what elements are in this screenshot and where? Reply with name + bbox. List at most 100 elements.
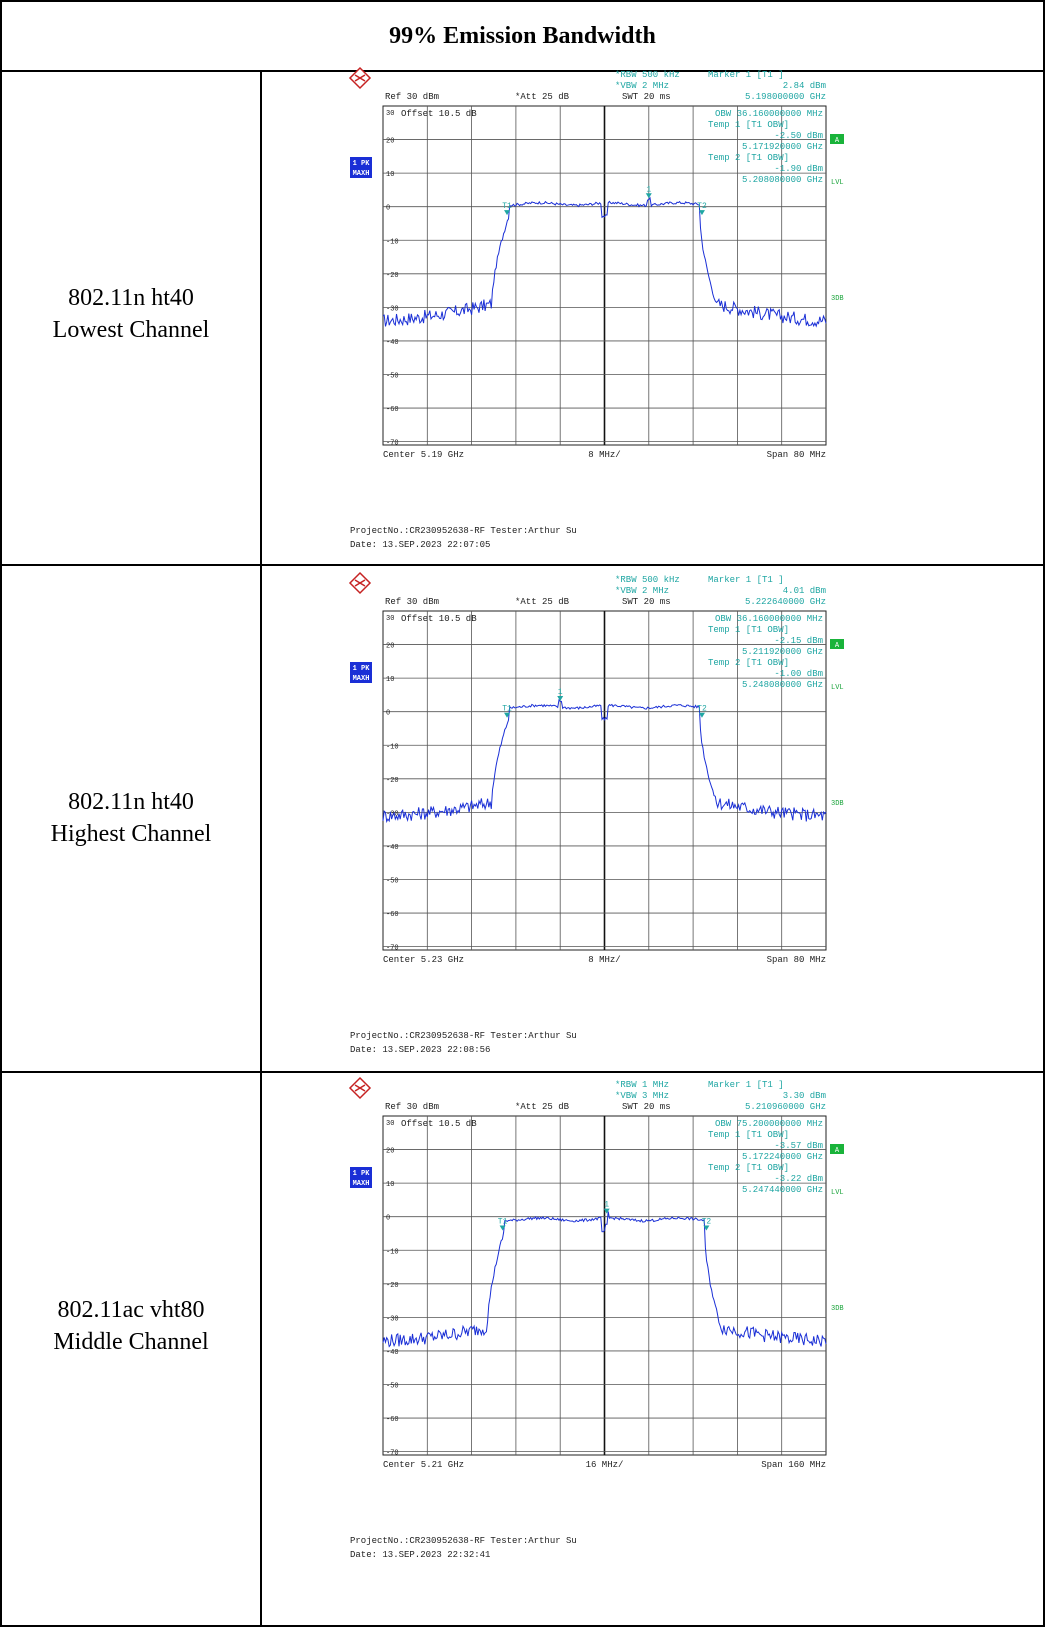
obw-label: OBW 75.200000000 MHz [715,1119,823,1129]
y-tick-label: 30 [386,1120,394,1128]
temp2-freq: 5.248080000 GHz [742,680,823,690]
marker-t2-label: T2 [702,1217,712,1226]
temp2-level: -1.00 dBm [774,669,823,679]
marker-t2-label: T2 [697,705,707,714]
temp2-freq: 5.208080000 GHz [742,175,823,185]
temp1-freq: 5.172240000 GHz [742,1152,823,1162]
swt-label: SWT 20 ms [622,1102,671,1112]
y-tick-label: -10 [386,743,399,751]
temp1-level: -3.57 dBm [774,1141,823,1151]
marker-1-label: 1 [558,688,563,697]
y-tick-label: -10 [386,238,399,246]
marker-level: 4.01 dBm [783,586,826,596]
spectrum-screenshot-1: *RBW 500 kHz *VBW 2 MHz SWT 20 ms Ref 30 dB… [348,66,880,568]
maxhold-tag: MAXH [353,675,370,683]
temp1-freq: 5.171920000 GHz [742,142,823,152]
trace-number-tag: 1 PK [353,1170,371,1178]
obw-label: OBW 36.160000000 MHz [715,614,823,624]
y-tick-label: -20 [386,272,399,280]
row-label-2: 802.11n ht40 Highest Channel [2,786,260,850]
y-tick-label: 10 [386,1181,394,1189]
a-tag [830,134,844,144]
y-tick-label: -40 [386,1349,399,1357]
y-tick-label: -20 [386,1282,399,1290]
marker-t1: T1 [502,705,512,718]
marker-t2-label: T2 [697,202,707,211]
center-freq-label: Center 5.19 GHz [383,450,464,460]
y-tick-label: -20 [386,777,399,785]
center-freq-label: Center 5.21 GHz [383,1460,464,1470]
mode-label: 802.11n ht40 [68,789,194,815]
marker-title: Marker 1 [T1 ] [708,575,784,585]
temp1-freq: 5.211920000 GHz [742,647,823,657]
y-tick-label: -70 [386,1450,399,1458]
spectrum-trace [382,196,827,328]
center-freq-label: Center 5.23 GHz [383,955,464,965]
trace-mode-tag: 1 PK MAXH [350,1167,372,1188]
y-tick-label: 30 [386,110,394,118]
trace-number-tag: 1 PK [353,665,371,673]
y-tick-label: 10 [386,676,394,684]
temp2-freq: 5.247440000 GHz [742,1185,823,1195]
y-tick-label: -70 [386,945,399,953]
y-tick-label: -40 [386,339,399,347]
ref-label: Ref 30 dBm [385,597,439,607]
y-tick-label: -10 [386,1248,399,1256]
marker-t1: T1 [502,202,512,216]
marker-t1: T1 [498,1217,508,1231]
marker-freq: 5.222640000 GHz [745,597,826,607]
temp1-label: Temp 1 [T1 OBW] [708,1130,789,1140]
y-tick-label: -70 [386,440,399,448]
project-info: ProjectNo.:CR230952638-RF Tester:Arthur … [350,526,577,536]
lvl-tag: LVL [831,684,844,692]
marker-t1-label: T1 [502,705,512,714]
marker-1-label: 1 [604,1201,609,1210]
lvl-tag: LVL [831,1189,844,1197]
temp1-label: Temp 1 [T1 OBW] [708,625,789,635]
y-tick-label: -50 [386,373,399,381]
a-tag [830,639,844,649]
a-tag [830,1144,844,1154]
ref-label: Ref 30 dBm [385,1102,439,1112]
three-db-tag: 3DB [831,1305,844,1313]
rohde-schwarz-logo-icon [348,571,372,595]
freq-per-div-label: 16 MHz/ [586,1460,624,1470]
maxhold-tag: MAXH [353,1180,370,1188]
mode-label: 802.11ac vht80 [57,1297,205,1323]
row-divider [2,564,1043,566]
trace-number-tag: 1 PK [353,160,371,168]
temp1-level: -2.15 dBm [774,636,823,646]
temp2-label: Temp 2 [T1 OBW] [708,658,789,668]
y-tick-label: -60 [386,911,399,919]
column-divider [260,70,262,1627]
rbw-label: *RBW 1 MHz [615,1080,669,1090]
mode-label: 802.11n ht40 [68,285,194,311]
marker-freq: 5.198000000 GHz [745,92,826,102]
a-tag-label: A [835,137,840,145]
date-stamp: Date: 13.SEP.2023 22:08:56 [350,1045,490,1055]
y-tick-label: -60 [386,1416,399,1424]
trace-mode-tag: 1 PK MAXH [350,662,372,683]
marker-t1-label: T1 [498,1217,508,1226]
three-db-tag: 3DB [831,295,844,303]
y-tick-label: -30 [386,1315,399,1323]
marker-level: 2.84 dBm [783,81,826,91]
marker-level: 3.30 dBm [783,1091,826,1101]
a-tag-label: A [835,1147,840,1155]
temp2-label: Temp 2 [T1 OBW] [708,153,789,163]
temp1-level: -2.50 dBm [774,131,823,141]
span-label: Span 160 MHz [761,1460,826,1470]
rohde-schwarz-logo-icon [348,66,372,90]
marker-t1-label: T1 [502,202,512,211]
a-tag-label: A [835,642,840,650]
lvl-tag: LVL [831,179,844,187]
spectrum-trace [382,698,827,824]
spectrum-screenshot-2: *RBW 500 kHz *VBW 2 MHz SWT 20 ms Ref 30 dB… [348,571,880,1073]
y-tick-label: -30 [386,810,399,818]
marker-t2: T2 [697,705,707,718]
y-tick-label: -40 [386,844,399,852]
y-tick-label: 0 [386,1215,390,1223]
vbw-label: *VBW 2 MHz [615,81,669,91]
